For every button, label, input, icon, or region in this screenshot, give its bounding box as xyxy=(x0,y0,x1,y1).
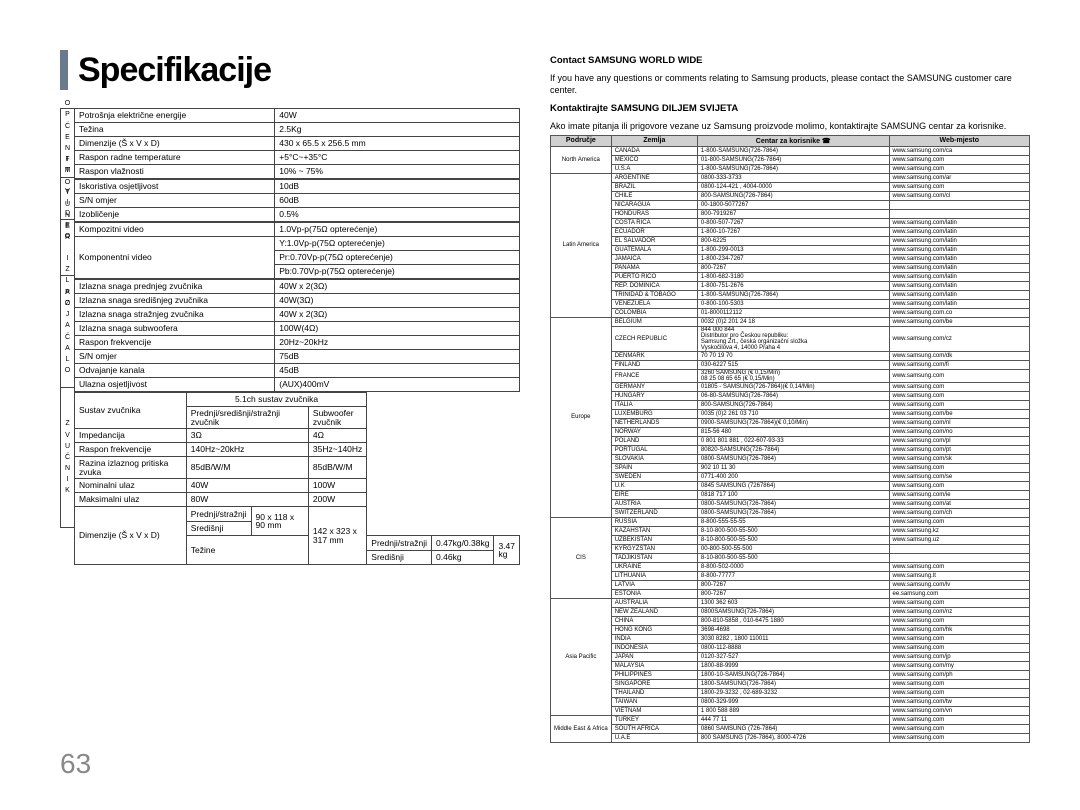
page-title: Specifikacije xyxy=(78,51,271,90)
title-accent-bar xyxy=(60,50,68,90)
spec-general-table: Potrošnja električne energije40WTežina2.… xyxy=(74,108,520,179)
contact-centers-table: PodručjeZemljaCentar za korisnike ☎Web-m… xyxy=(550,135,1030,743)
title-wrap: Specifikacije xyxy=(60,50,520,90)
kontakt-text: Ako imate pitanja ili prigovore vezane u… xyxy=(550,121,1030,133)
spec-video-table: Kompozitni video1.0Vp-p(75Ω opterećenje)… xyxy=(74,222,520,279)
spec-amp-table: Izlazna snaga prednjeg zvučnika40W x 2(3… xyxy=(74,279,520,392)
spec-fm-table: Iskoristiva osjetljivost10dBS/N omjer60d… xyxy=(74,179,520,222)
kontakt-title: Kontaktirajte SAMSUNG DILJEM SVIJETA xyxy=(550,103,1030,115)
contact-text: If you have any questions or comments re… xyxy=(550,73,1030,96)
page-number: 63 xyxy=(60,748,91,780)
contact-title: Contact SAMSUNG WORLD WIDE xyxy=(550,55,1030,67)
spec-speaker-table: Sustav zvučnika5.1ch sustav zvučnika Pre… xyxy=(74,392,520,565)
